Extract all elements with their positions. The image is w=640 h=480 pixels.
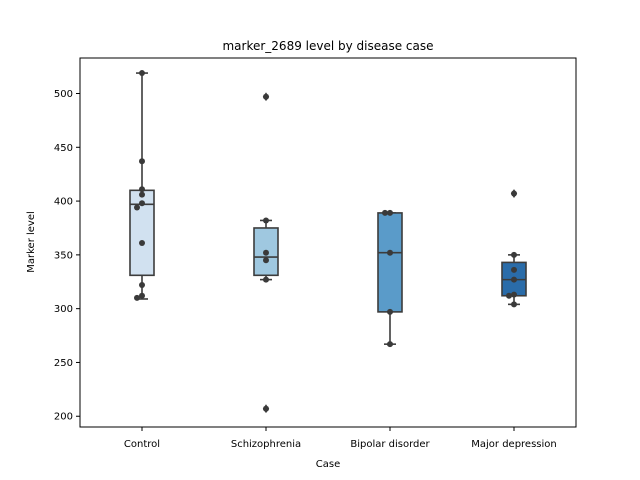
data-point: [511, 190, 517, 197]
data-point: [506, 292, 512, 299]
data-point: [382, 209, 388, 216]
data-point: [139, 281, 145, 288]
x-axis: Control Schizophrenia Bipolar disorder Majo…: [124, 427, 557, 450]
box-iqr: [377, 212, 403, 313]
y-tick-label: 500: [54, 89, 73, 100]
plot-area: [129, 70, 527, 414]
data-point: [134, 294, 140, 301]
data-point: [139, 240, 145, 247]
y-tick-label: 400: [54, 197, 73, 208]
data-point: [263, 276, 269, 283]
data-point: [134, 204, 140, 211]
data-point: [263, 257, 269, 264]
data-point: [387, 341, 393, 348]
y-tick-label: 300: [54, 304, 73, 315]
box-group: [377, 212, 403, 345]
data-point: [139, 200, 145, 207]
data-point: [511, 266, 517, 273]
chart-title: marker_2689 level by disease case: [222, 39, 433, 53]
x-tick-label: Control: [124, 439, 160, 450]
y-tick-label: 350: [54, 250, 73, 261]
x-tick-label: Major depression: [471, 439, 557, 450]
axes-frame: [79, 57, 577, 428]
y-tick-label: 200: [54, 412, 73, 423]
y-tick-label: 250: [54, 358, 73, 369]
data-point: [139, 186, 145, 193]
data-point: [387, 209, 393, 216]
data-point: [387, 249, 393, 256]
data-point: [263, 93, 269, 100]
data-point: [139, 292, 145, 299]
x-tick-label: Schizophrenia: [231, 439, 301, 450]
data-point: [139, 70, 145, 77]
data-point: [511, 301, 517, 308]
data-point: [511, 251, 517, 258]
data-point: [511, 291, 517, 298]
y-axis: 200 250 300 350 400 450 500: [54, 89, 80, 423]
data-point: [263, 405, 269, 412]
data-point: [139, 191, 145, 198]
data-point: [139, 158, 145, 165]
y-axis-label: Marker level: [26, 211, 37, 273]
y-tick-label: 450: [54, 143, 73, 154]
x-axis-label: Case: [316, 459, 340, 470]
data-point: [387, 308, 393, 315]
x-tick-label: Bipolar disorder: [350, 439, 430, 450]
data-point: [263, 249, 269, 256]
data-point: [511, 276, 517, 283]
data-point: [263, 217, 269, 224]
